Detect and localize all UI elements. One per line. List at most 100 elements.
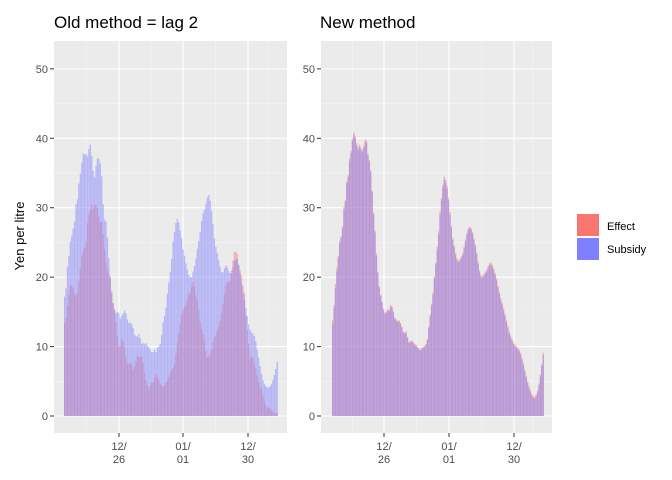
bar-subsidy [208,195,210,416]
bar-subsidy [446,188,448,416]
bar-subsidy [525,377,527,416]
bar-subsidy [477,263,479,416]
bar-subsidy [343,209,345,416]
x-tick-label: 12/ [240,441,256,453]
bar-subsidy [196,248,198,416]
y-tick-label: 50 [303,64,315,76]
bar-subsidy [213,238,216,416]
bar-subsidy [464,241,467,416]
bar-subsidy [242,292,244,416]
bar-subsidy [105,221,107,416]
bar-subsidy [156,347,159,416]
bar-subsidy [248,324,250,416]
bar-subsidy [495,280,498,417]
bar-subsidy [531,395,533,416]
bar-subsidy [498,293,501,416]
y-tick-label: 20 [303,272,315,284]
bar-subsidy [500,300,502,416]
bar-subsidy [64,296,66,416]
y-tick-label: 0 [309,411,315,423]
bar-subsidy [445,182,447,416]
bar-subsidy [384,313,386,416]
bar-subsidy [109,276,111,416]
bar-subsidy [454,254,457,416]
bar-subsidy [478,272,481,416]
bar-subsidy [365,142,368,416]
bar-subsidy [375,255,378,416]
bar-subsidy [126,319,129,416]
bar-subsidy [357,150,359,417]
bar-subsidy [111,293,113,416]
bar-subsidy [374,232,376,416]
bar-subsidy [176,218,178,416]
bar-subsidy [225,265,227,416]
bar-subsidy [541,366,543,416]
bar-subsidy [469,228,471,416]
bar-subsidy [218,259,220,416]
bar-subsidy [442,187,444,416]
bar-subsidy [350,152,352,416]
bar-subsidy [206,197,208,416]
bar-subsidy [433,278,436,416]
bar-subsidy [351,141,354,416]
bar-subsidy [488,265,491,416]
bar-subsidy [172,241,174,416]
bar-subsidy [346,183,348,416]
bar-subsidy [467,229,469,416]
bar-subsidy [517,349,519,416]
y-axis-label: Yen per litre [12,202,27,271]
bar-subsidy [81,162,83,416]
x-tick-label: 26 [113,454,125,466]
bar-subsidy [508,333,510,416]
bar-subsidy [391,307,393,416]
bar-subsidy [512,344,515,416]
bar-subsidy [519,354,522,416]
bar-subsidy [275,368,277,416]
bar-subsidy [145,343,147,416]
legend-label-effect: Effect [607,221,635,233]
bar-subsidy [139,338,141,416]
y-tick-label: 30 [303,203,315,215]
bar-subsidy [112,303,114,416]
panel-title-new-method: New method [320,13,415,32]
bar-subsidy [72,228,74,416]
bar-subsidy [347,177,349,416]
bar-subsidy [189,277,191,416]
bar-subsidy [175,223,177,416]
bar-subsidy [79,173,81,416]
bar-subsidy [133,334,136,416]
x-tick-label: 30 [242,454,254,466]
bar-subsidy [332,324,334,416]
bar-subsidy [266,387,268,416]
bar-subsidy [457,262,460,416]
bar-subsidy [273,375,275,416]
bar-subsidy [387,310,389,416]
bar-subsidy [511,341,513,416]
bar-subsidy [193,266,196,416]
bar-subsidy [404,334,406,416]
bar-subsidy [371,192,373,416]
bar-subsidy [226,267,228,416]
bar-subsidy [118,313,120,416]
bar-subsidy [199,232,201,416]
bar-subsidy [452,239,454,416]
bar-subsidy [179,230,181,416]
bar-subsidy [238,264,240,416]
bar-subsidy [239,273,241,416]
bar-subsidy [466,234,468,416]
bar-subsidy [83,154,86,416]
bar-subsidy [474,246,477,416]
bar-subsidy [354,138,356,416]
bar-subsidy [406,338,409,416]
bar-subsidy [415,345,417,416]
bar-subsidy [518,351,520,416]
bar-subsidy [397,322,399,416]
bar-subsidy [92,170,94,416]
y-tick-label: 10 [36,342,48,354]
bar-subsidy [436,249,438,416]
bar-subsidy [202,213,204,416]
y-tick-label: 40 [303,133,315,145]
bar-subsidy [169,271,171,416]
bar-subsidy [153,349,156,416]
